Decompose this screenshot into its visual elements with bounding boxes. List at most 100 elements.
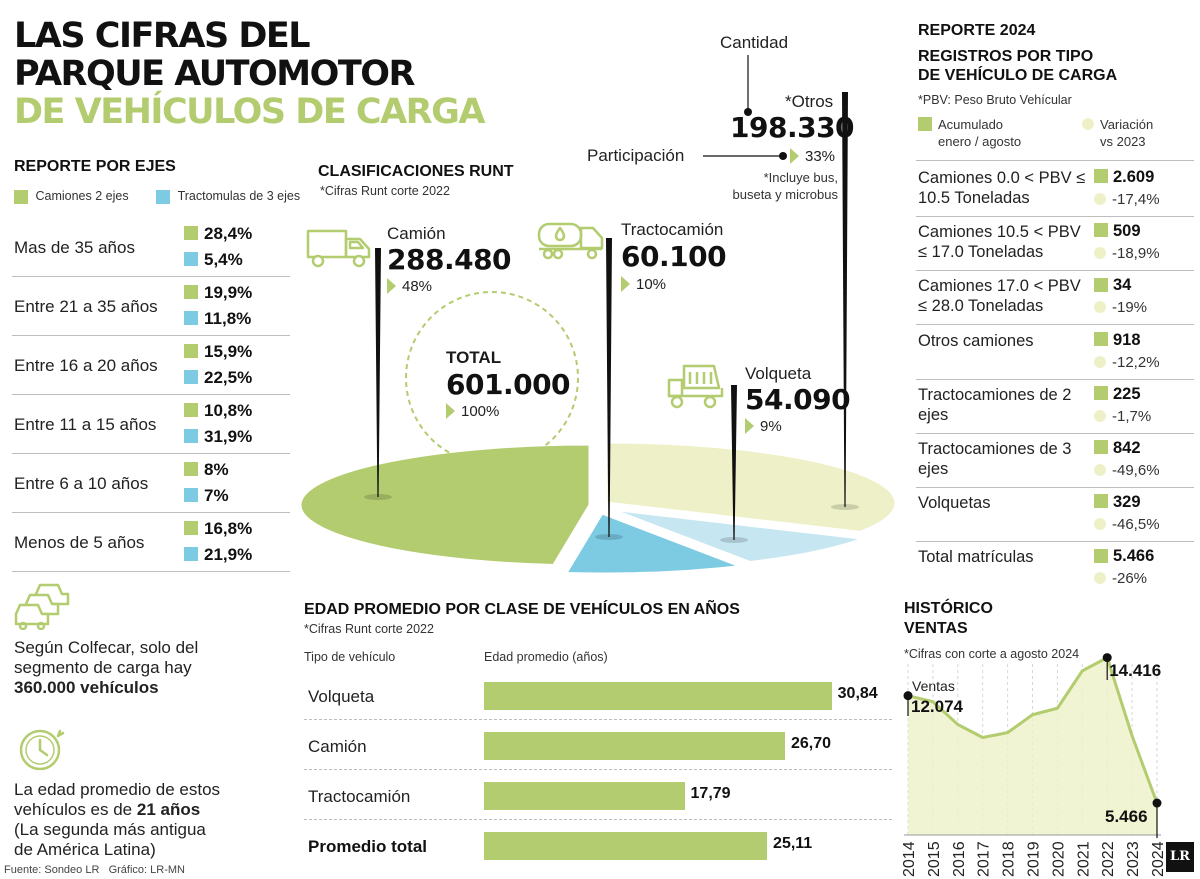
sales-title-1: HISTÓRICO [904,600,993,617]
pie-slice-volqueta [609,507,865,564]
otros-pct: 33% [790,148,835,165]
age-bar [484,732,785,760]
registry-note: *PBV: Peso Bruto Vehícular [918,93,1072,107]
legend-dot [1082,118,1094,131]
otros-pct-value: 33% [805,148,836,165]
axles-row: Entre 21 a 35 años 19,9% 11,8% [12,277,290,336]
pole-otros [842,92,848,507]
axles-row-3ejes: 7% [184,486,229,506]
sales-x-tick: 2024 [1150,841,1167,877]
clock-icon [19,729,65,771]
legend-a-line2: enero / agosto [938,134,1022,149]
axles-value-3ejes: 31,9% [204,427,253,446]
pole-volqueta-shadow [720,537,748,543]
age-col-type: Tipo de vehículo [304,650,396,664]
sales-title-2: VENTAS [904,620,968,637]
pie-slice-otros [604,440,898,534]
total-pct: 100% [446,403,499,420]
swatch-green [184,462,198,477]
age-row-divider [304,719,892,720]
variation-dot [1094,464,1106,477]
registry-row: Camiones 17.0 < PBV ≤ 28.0 Toneladas 34 -1… [916,271,1194,326]
legend-2-ejes: Camiones 2 ejes [35,189,129,203]
pct-arrow-icon [790,148,799,165]
sales-note: *Cifras con corte a agosto 2024 [904,647,1080,661]
cantidad-dot [744,108,752,116]
legend-b-line2: vs 2023 [1100,134,1146,149]
volqueta-pct: 9% [745,418,782,435]
participacion-label: Participación [587,146,685,165]
sales-x-tick: 2015 [926,841,943,877]
age-bar [484,782,685,810]
registry-row-label: Camiones 17.0 < PBV ≤ 28.0 Toneladas [918,277,1081,316]
registry-row-value: 509 [1094,222,1141,241]
age-bar [484,682,832,710]
truck-icon [306,229,371,268]
axles-row-3ejes: 31,9% [184,427,252,447]
dump-truck-icon [667,364,724,409]
age-chart-title: EDAD PROMEDIO POR CLASE DE VEHÍCULOS EN … [304,601,740,618]
registry-value: 918 [1113,330,1141,349]
sales-x-tick: 2019 [1026,841,1043,877]
variation-dot [1094,518,1106,531]
volqueta-value: 54.090 [745,383,851,416]
swatch-blue [184,547,198,562]
sales-line [907,656,1159,804]
sales-x-tick: 2023 [1125,841,1142,877]
axles-value-3ejes: 21,9% [204,545,253,564]
registry-row-value: 918 [1094,331,1141,350]
pct-arrow-icon [745,418,754,435]
registry-variation: -18,9% [1112,245,1160,263]
age-bar-value: 25,11 [773,835,813,852]
legend-b-line1: Variación [1100,117,1154,132]
registry-top-rule [916,160,1194,161]
registry-row-label: Camiones 10.5 < PBV ≤ 17.0 Toneladas [918,223,1081,262]
registry-row-label: Otros camiones [918,331,1034,350]
axles-row-2ejes: 16,8% [184,519,252,539]
sales-value-label: 12.074 [911,697,964,716]
legend-swatch-green [14,189,28,204]
axles-value-2ejes: 19,9% [204,283,253,302]
axles-row: Entre 16 a 20 años 15,9% 22,5% [12,336,290,395]
swatch-green [1094,494,1108,509]
colfecar-line3: 360.000 vehículos [14,678,159,697]
runt-title: CLASIFICACIONES RUNT [318,163,514,180]
sales-x-tick: 2018 [1001,841,1018,877]
axles-value-2ejes: 15,9% [204,342,253,361]
sales-point [903,691,913,701]
total-dashed-circle [405,291,579,465]
swatch-green [1094,169,1108,184]
registry-row-variation: -1,7% [1094,408,1151,425]
registry-row-value: 2.609 [1094,168,1154,187]
age-bar-value: 26,70 [790,735,832,752]
swatch-green [1094,331,1108,346]
lr-logo: LR [1166,842,1194,872]
registry-value: 225 [1113,384,1141,403]
age-fact-years: 21 años [136,800,201,819]
sales-area [908,657,1157,835]
sales-value-label: 5.466 [1105,807,1148,826]
age-bar-category: Volqueta [308,687,375,706]
sales-value-label: 14.416 [1109,661,1161,680]
sales-x-tick: 2021 [1075,841,1092,877]
report-axles-title: REPORTE POR EJES [14,158,176,175]
registry-legend-b: Variación vs 2023 [1082,116,1153,150]
age-bar [484,832,768,860]
legend-3-ejes: Tractomulas de 3 ejes [177,189,301,203]
registry-row-variation: -12,2% [1094,354,1160,371]
registry-value: 842 [1113,439,1141,457]
registry-variation: -1,7% [1112,407,1152,425]
axles-row-label: Mas de 35 años [14,238,135,257]
age-bar-category: Promedio total [308,837,428,856]
registry-variation: -26% [1112,570,1148,588]
tanker-truck-icon [537,222,604,260]
axles-row-2ejes: 28,4% [184,224,252,244]
registry-row-label: Tractocamiones de 3 ejes [918,440,1072,478]
swatch-blue [184,429,198,444]
tractocamion-value: 60.100 [621,240,727,273]
variation-dot [1094,572,1106,585]
axles-row-label: Entre 16 a 20 años [14,356,158,375]
age-row-divider [304,819,892,820]
pole-otros-shadow [831,504,859,510]
